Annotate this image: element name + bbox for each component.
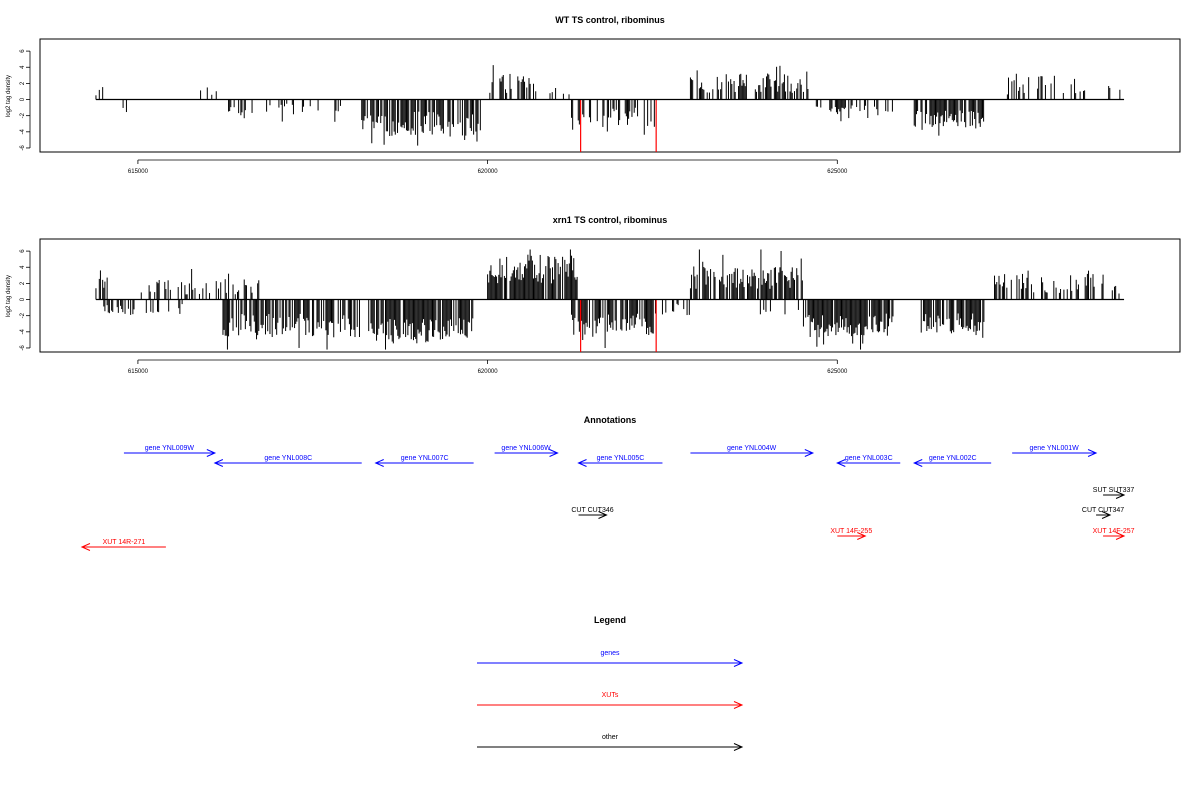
- xrn1-y-tick-label: 4: [20, 265, 26, 269]
- xrn1-x-tick-label: 620000: [478, 369, 499, 375]
- annotation-feature: SUT SUT337: [1093, 487, 1135, 499]
- legend-arrow: [477, 743, 744, 751]
- legend-panel: Legend genes XUTs other: [477, 615, 744, 751]
- annotation-label: gene YNL008C: [264, 455, 312, 462]
- annotation-label: XUT 14F-255: [830, 528, 872, 535]
- annotation-label: gene YNL006W: [501, 445, 551, 452]
- annotation-label: gene YNL001W: [1029, 445, 1079, 452]
- annotation-label: CUT CUT347: [1082, 507, 1124, 514]
- wt-y-tick-label: 0: [20, 97, 26, 101]
- legend-item-xut: XUTs: [477, 692, 744, 709]
- annotation-arrow: [836, 459, 901, 467]
- wt-track-panel: WT TS control, ribominus log2 tag densit…: [6, 15, 1181, 175]
- xrn1-y-tick-label: -4: [20, 328, 26, 334]
- wt-y-tick-label: -4: [20, 128, 26, 134]
- wt-plot-frame: [39, 38, 1181, 153]
- annotation-arrow: [1103, 532, 1126, 540]
- annotation-arrow: [494, 449, 559, 457]
- annotation-feature: CUT CUT346: [571, 507, 614, 519]
- annotation-feature: gene YNL003C: [836, 455, 901, 467]
- legend-arrow: [477, 659, 744, 667]
- xrn1-y-tick-label: 6: [20, 249, 26, 253]
- xrn1-y-axis: -6 -4 -2 0 2 4 6: [20, 249, 31, 351]
- annotation-feature: CUT CUT347: [1082, 507, 1124, 519]
- annotation-feature: gene YNL007C: [374, 455, 474, 467]
- legend-item-gene: genes: [477, 650, 744, 667]
- annotation-arrow: [123, 449, 217, 457]
- legend-label: genes: [600, 650, 620, 657]
- annotation-label: gene YNL003C: [845, 455, 893, 462]
- legend-item-other: other: [477, 734, 744, 751]
- wt-x-tick-label: 625000: [827, 169, 848, 175]
- annotation-label: gene YNL005C: [597, 455, 645, 462]
- annotation-label: XUT 14R-271: [103, 539, 146, 546]
- xrn1-x-tick-label: 625000: [827, 369, 848, 375]
- xrn1-track-title: xrn1 TS control, ribominus: [553, 215, 668, 225]
- annotation-arrow: [1012, 449, 1098, 457]
- xrn1-density-bars: [95, 249, 1120, 352]
- xrn1-y-tick-label: -2: [20, 312, 26, 318]
- annotation-feature: gene YNL002C: [912, 455, 992, 467]
- wt-y-tick-label: -2: [20, 112, 26, 118]
- annotation-arrow: [374, 459, 474, 467]
- wt-x-tick-label: 620000: [478, 169, 499, 175]
- annotation-feature: gene YNL008C: [213, 455, 362, 467]
- annotation-arrow: [577, 459, 663, 467]
- annotation-label: gene YNL009W: [145, 445, 195, 452]
- wt-y-axis: -6 -4 -2 0 2 4 6: [20, 49, 31, 151]
- xrn1-track-panel: xrn1 TS control, ribominus log2 tag dens…: [6, 215, 1181, 375]
- annotation-arrow: [837, 532, 867, 540]
- annotation-label: gene YNL002C: [929, 455, 977, 462]
- legend-title: Legend: [594, 615, 626, 625]
- annotation-arrow: [578, 511, 608, 519]
- annotation-feature: gene YNL005C: [577, 455, 663, 467]
- wt-density-bars: [95, 65, 1121, 152]
- legend-arrow: [477, 701, 744, 709]
- annotation-label: SUT SUT337: [1093, 487, 1135, 494]
- annotation-arrow: [690, 449, 815, 457]
- legend-label: XUTs: [602, 692, 619, 699]
- annotations-title: Annotations: [584, 415, 637, 425]
- legend-label: other: [602, 734, 619, 741]
- wt-y-tick-label: 4: [20, 65, 26, 69]
- annotation-arrow: [1096, 511, 1112, 519]
- annotation-arrow: [1103, 491, 1126, 499]
- wt-x-axis: 615000 620000 625000: [128, 159, 848, 175]
- wt-x-tick-label: 615000: [128, 169, 149, 175]
- xrn1-y-tick-label: 2: [20, 281, 26, 285]
- xrn1-plot-frame: [39, 238, 1181, 353]
- annotation-feature: XUT 14F-255: [830, 528, 872, 540]
- wt-y-tick-label: 6: [20, 49, 26, 53]
- xrn1-y-tick-label: 0: [20, 297, 26, 301]
- annotation-arrow: [912, 459, 992, 467]
- xrn1-x-tick-label: 615000: [128, 369, 149, 375]
- wt-y-tick-label: 2: [20, 81, 26, 85]
- annotation-label: XUT 14F-257: [1093, 528, 1135, 535]
- xrn1-y-axis-label: log2 tag density: [6, 275, 12, 317]
- wt-track-title: WT TS control, ribominus: [555, 15, 665, 25]
- wt-y-axis-label: log2 tag density: [6, 75, 12, 117]
- annotation-feature: gene YNL001W: [1012, 445, 1098, 457]
- annotation-label: gene YNL004W: [727, 445, 777, 452]
- annotation-feature: gene YNL009W: [123, 445, 217, 457]
- annotation-arrow: [80, 543, 166, 551]
- legend-items: genes XUTs other: [477, 650, 744, 751]
- xrn1-y-tick-label: -6: [20, 345, 26, 351]
- annotation-arrow: [213, 459, 362, 467]
- annotation-feature: gene YNL006W: [494, 445, 559, 457]
- annotation-feature: XUT 14F-257: [1093, 528, 1135, 540]
- annotation-feature: XUT 14R-271: [80, 539, 166, 551]
- annotation-features: gene YNL009W gene YNL008C gene YNL007C gene…: [80, 445, 1135, 551]
- xrn1-x-axis: 615000 620000 625000: [128, 359, 848, 375]
- annotation-label: CUT CUT346: [571, 507, 613, 514]
- annotation-feature: gene YNL004W: [690, 445, 815, 457]
- annotation-label: gene YNL007C: [401, 455, 449, 462]
- wt-y-tick-label: -6: [20, 145, 26, 151]
